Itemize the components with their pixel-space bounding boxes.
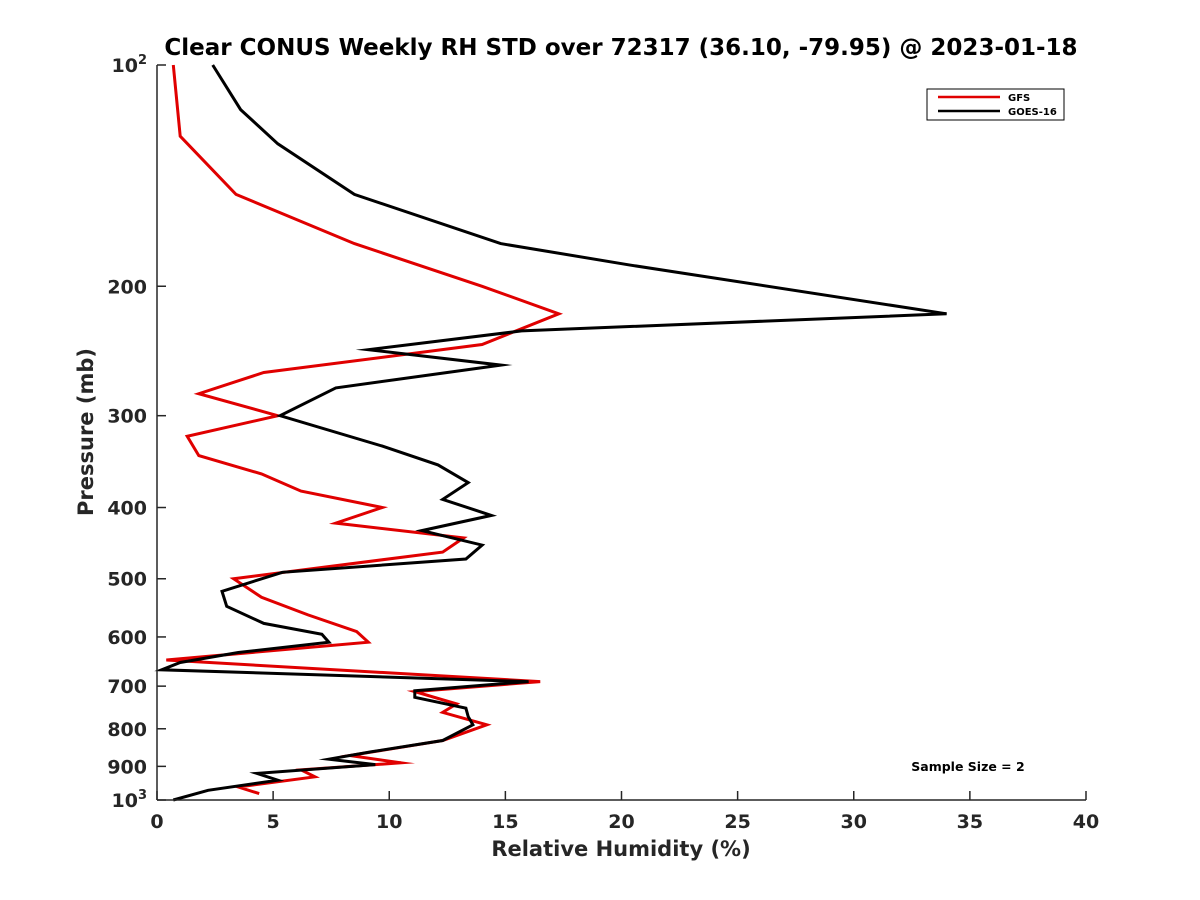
x-axis-label: Relative Humidity (%) xyxy=(491,837,750,861)
y-tick-label: 300 xyxy=(107,406,147,428)
series-layer xyxy=(154,64,947,802)
x-tick-label: 40 xyxy=(1073,811,1099,833)
x-tick-label: 20 xyxy=(608,811,634,833)
y-tick-label: 700 xyxy=(107,676,147,698)
y-tick-label: 500 xyxy=(107,569,147,591)
series-line-goes16 xyxy=(154,64,947,802)
x-axis-ticks: 0 5 10 15 20 25 30 35 40 xyxy=(150,791,1099,833)
y-tick-label: 102 xyxy=(112,53,148,77)
legend-label-goes16: GOES-16 xyxy=(1008,107,1057,118)
y-tick-label: 200 xyxy=(107,276,147,298)
chart-title: Clear CONUS Weekly RH STD over 72317 (36… xyxy=(164,35,1077,61)
y-tick-label: 900 xyxy=(107,756,147,778)
x-tick-label: 10 xyxy=(376,811,402,833)
y-axis-label: Pressure (mb) xyxy=(74,348,98,516)
y-tick-label: 600 xyxy=(107,627,147,649)
axes-background xyxy=(157,65,1086,800)
x-tick-label: 30 xyxy=(841,811,867,833)
x-tick-label: 15 xyxy=(492,811,518,833)
sample-size-annotation: Sample Size = 2 xyxy=(911,759,1024,774)
legend: GFS GOES-16 xyxy=(926,88,1065,121)
y-axis-ticks: 102 200 300 400 500 600 700 800 900 103 xyxy=(107,53,166,812)
y-tick-label: 400 xyxy=(107,498,147,520)
x-tick-label: 35 xyxy=(957,811,983,833)
x-tick-label: 25 xyxy=(724,811,750,833)
y-tick-label: 800 xyxy=(107,719,147,741)
y-tick-label: 103 xyxy=(112,788,148,812)
plot-area: 0 5 10 15 20 25 30 35 40 102 200 300 400 500 600 700 80… xyxy=(107,53,1099,833)
x-tick-label: 0 xyxy=(150,811,163,833)
legend-label-gfs: GFS xyxy=(1008,93,1030,104)
x-tick-label: 5 xyxy=(267,811,280,833)
legend-box xyxy=(926,88,1065,121)
